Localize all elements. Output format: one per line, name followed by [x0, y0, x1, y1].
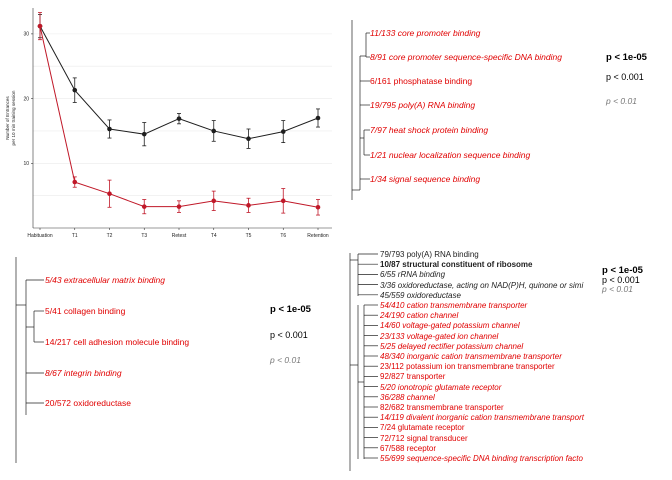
go-term-label: 1/21 nuclear localization sequence bindi… [370, 150, 531, 160]
dendrogram-bottom-left [15, 257, 44, 463]
legend-p-medium: p < 0.001 [606, 72, 644, 82]
go-term-label: 5/43 extracellular matrix binding [45, 275, 166, 285]
data-point [246, 203, 251, 208]
data-point [72, 87, 78, 93]
go-term-label: 45/559 oxidoreductase [380, 290, 461, 300]
data-point [37, 23, 43, 29]
go-term-label: 72/712 signal transducer [380, 433, 468, 443]
legend-p-weak: p < 0.01 [602, 284, 633, 294]
x-tick-label: T4 [211, 233, 217, 239]
go-term-label: 6/161 phosphatase binding [370, 76, 473, 86]
go-term-label: 14/60 voltage-gated potassium channel [380, 321, 520, 331]
legend-p-strong: p < 1e-05 [606, 52, 647, 63]
y-tick-label: 30 [23, 32, 29, 38]
data-point [315, 115, 321, 121]
legend-p-weak: p < 0.01 [270, 355, 301, 365]
go-term-label: 5/20 ionotropic glutamate receptor [380, 382, 502, 392]
legend-p-strong: p < 1e-05 [602, 265, 643, 276]
go-term-label: 55/699 sequence-specific DNA binding tra… [380, 454, 583, 463]
data-point [107, 126, 112, 132]
go-term-label: 11/133 core promoter binding [370, 28, 481, 38]
go-term-label: 67/588 receptor [380, 443, 437, 453]
go-term-label: 36/288 channel [380, 392, 435, 402]
go-term-label: 5/41 collagen binding [45, 306, 126, 316]
go-term-label: 5/25 delayed rectifier potassium channel [380, 341, 524, 351]
go-term-label: 8/67 integrin binding [45, 368, 122, 378]
go-term-label: 7/24 glutamate receptor [380, 423, 465, 433]
go-term-label: 24/190 cation channel [380, 311, 459, 321]
go-term-label: 3/36 oxidoreductase, acting on NAD(P)H, … [380, 280, 584, 290]
go-term-label: 6/55 rRNA binding [380, 270, 446, 280]
go-term-label: 79/793 poly(A) RNA binding [380, 250, 479, 259]
legend-p-medium: p < 0.001 [602, 275, 640, 285]
x-tick-label: Retest [172, 233, 187, 239]
go-term-label: 7/97 heat shock protein binding [370, 125, 489, 135]
data-point [141, 204, 147, 209]
go-term-label: 54/410 cation transmembrane transporter [380, 301, 528, 310]
data-point [72, 179, 78, 185]
go-term-label: 20/572 oxidoreductase [45, 398, 132, 408]
go-term-label: 14/119 divalent inorganic cation transme… [380, 413, 584, 423]
data-point [107, 191, 112, 197]
x-tick-label: T2 [107, 233, 113, 239]
legend-p-strong: p < 1e-05 [270, 304, 311, 315]
go-term-label: 23/112 potassium ion transmembrane trans… [380, 362, 555, 372]
dendrogram-bottom-right [349, 253, 378, 471]
x-tick-label: Habituation [27, 233, 53, 239]
go-term-label: 1/34 signal sequence binding [370, 174, 481, 184]
data-point [211, 198, 217, 204]
y-tick-label: 10 [23, 161, 29, 167]
data-point [176, 116, 182, 121]
go-term-label: 92/827 transporter [380, 372, 446, 382]
y-axis-label: per 10 min training session [11, 90, 16, 145]
x-tick-label: T6 [280, 233, 286, 239]
y-axis-label: Number of Entrances [5, 96, 10, 140]
x-tick-label: Retention [307, 233, 329, 239]
legend-p-weak: p < 0.01 [606, 96, 637, 106]
data-point [176, 204, 182, 209]
line-chart: 10 20 30 Habituation T1 T2 T3 Retest T4 T5 T6 Reten… [5, 8, 332, 239]
go-term-label: 19/795 poly(A) RNA binding [370, 100, 476, 110]
line-chart-panel: 10 20 30 Habituation T1 T2 T3 Retest T4 T5 T6 Reten… [0, 0, 340, 245]
data-point [141, 131, 147, 137]
data-point [246, 136, 251, 142]
go-term-label: 8/91 core promoter sequence-specific DNA… [370, 52, 562, 62]
data-point [211, 128, 217, 134]
data-point [280, 129, 286, 134]
go-term-label: 23/133 voltage-gated ion channel [380, 331, 499, 341]
legend-p-medium: p < 0.001 [270, 330, 308, 340]
y-tick-label: 20 [23, 96, 29, 102]
data-point [280, 198, 286, 204]
go-term-label: 14/217 cell adhesion molecule binding [45, 337, 190, 347]
term-list-bottom-right: 79/793 poly(A) RNA binding 10/87 structur… [378, 245, 596, 480]
dendrogram-top-right [351, 20, 370, 200]
go-term-label: 82/682 transmembrane transporter [380, 403, 504, 412]
go-tree-panel-bottom-left: 5/43 extracellular matrix binding 5/41 co… [0, 245, 340, 480]
go-term-label: 10/87 structural constituent of ribosome [380, 260, 533, 270]
x-tick-label: T3 [141, 233, 147, 239]
data-point [315, 204, 321, 210]
x-tick-label: T1 [72, 233, 78, 239]
x-tick-label: T5 [246, 233, 252, 239]
go-tree-panel-top-right: 11/133 core promoter binding 8/91 core pr… [340, 0, 672, 245]
go-tree-panel-bottom-right: 79/793 poly(A) RNA binding 10/87 structur… [340, 245, 672, 480]
go-term-label: 48/340 inorganic cation transmembrane tr… [380, 352, 562, 361]
